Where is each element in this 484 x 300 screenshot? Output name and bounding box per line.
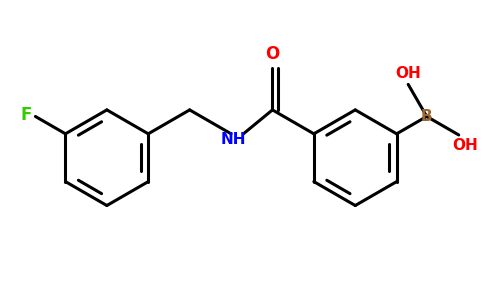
Text: B: B [421, 109, 433, 124]
Text: O: O [265, 45, 280, 63]
Text: OH: OH [452, 138, 478, 153]
Text: NH: NH [221, 133, 246, 148]
Text: OH: OH [395, 66, 421, 81]
Text: F: F [20, 106, 32, 124]
